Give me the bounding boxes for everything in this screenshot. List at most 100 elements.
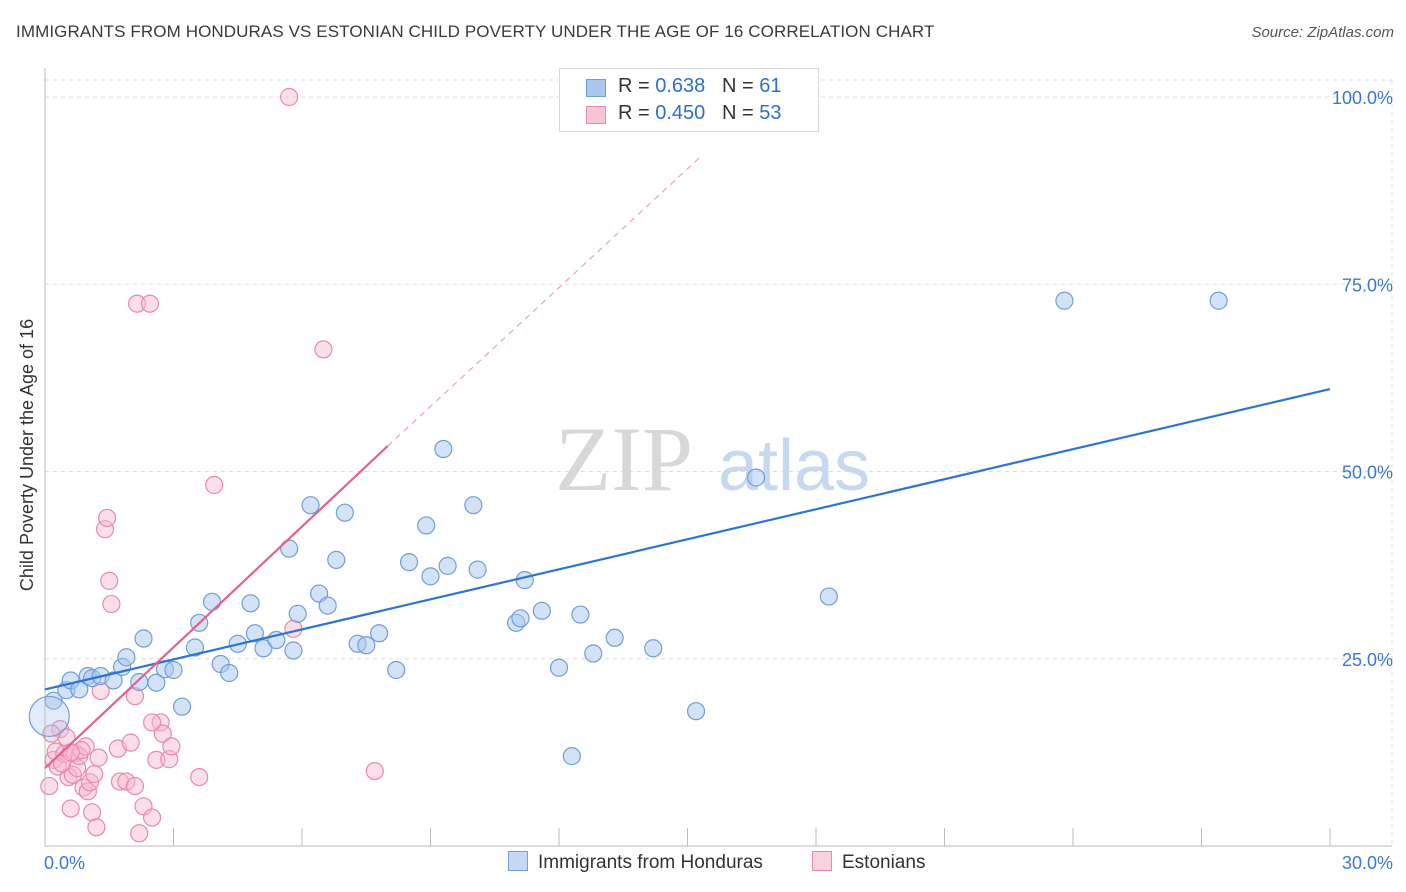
y-tick-label: 100.0% [1332, 88, 1393, 108]
estonians-point [205, 475, 224, 495]
estonians-point [280, 87, 299, 107]
estonians-point [314, 340, 333, 359]
honduras-point [288, 604, 307, 623]
estonians-point [130, 824, 149, 843]
estonians-point [57, 728, 76, 747]
honduras-point [202, 592, 222, 611]
x-tick-label-right: 30.0% [1342, 853, 1393, 873]
honduras-point [434, 439, 453, 459]
honduras-point [584, 644, 603, 663]
honduras-point [335, 503, 354, 522]
y-tick-label: 50.0% [1342, 463, 1393, 483]
honduras-point [464, 496, 483, 515]
legend-swatch-pink [586, 106, 606, 124]
honduras-point [284, 641, 303, 660]
estonians-point [190, 767, 209, 787]
estonians-trend-extension [387, 156, 701, 447]
honduras-point [185, 638, 205, 657]
bottom-legend-label: Immigrants from Honduras [538, 852, 763, 873]
honduras-point [549, 658, 569, 677]
honduras-point [532, 601, 551, 620]
estonians-point [162, 737, 181, 756]
honduras-point [130, 672, 149, 692]
estonians-point [142, 713, 162, 732]
estonians-point [95, 520, 115, 539]
honduras-point [245, 624, 264, 643]
honduras-point [644, 639, 663, 658]
honduras-point [1209, 291, 1228, 310]
legend-n-value: 53 [759, 102, 782, 124]
honduras-point [117, 648, 136, 667]
legend-n-label: N = [721, 75, 760, 97]
legend-n-label: N = [721, 102, 760, 124]
honduras-point [104, 671, 123, 690]
axes [44, 68, 1392, 847]
estonians-trend-line [44, 445, 389, 769]
honduras-point [686, 702, 706, 721]
bottom-legend-estonians: Estonians [812, 851, 925, 874]
estonians-point [80, 773, 100, 792]
watermark: ZIP atlas [555, 408, 870, 510]
estonians-point [98, 508, 117, 528]
honduras-point [438, 556, 457, 575]
honduras-point [28, 695, 70, 738]
honduras-point [819, 587, 838, 606]
honduras-point [511, 609, 530, 628]
estonians-point [72, 741, 91, 760]
y-tick-label: 75.0% [1342, 275, 1393, 295]
legend-r-value: 0.638 [655, 75, 706, 97]
stats-legend: R = 0.638 N = 61 R = 0.450 N = 53 [559, 68, 819, 132]
x-tick-label-left: 0.0% [44, 853, 85, 873]
honduras-point [417, 516, 436, 535]
estonians-point [89, 748, 108, 767]
estonians-point [125, 776, 145, 796]
y-tick-label: 25.0% [1342, 650, 1393, 670]
honduras-point [220, 663, 239, 683]
honduras-point [1055, 291, 1074, 310]
estonians-point [284, 619, 303, 638]
legend-n-value: 61 [759, 75, 782, 97]
bottom-legend-swatch-blue [508, 851, 528, 871]
y-axis-title: Child Poverty Under the Age of 16 [17, 319, 37, 591]
honduras-point [357, 636, 376, 655]
estonians-point [117, 772, 136, 791]
legend-r-value: 0.450 [655, 102, 706, 124]
honduras-point [421, 567, 440, 586]
honduras-point [468, 560, 487, 579]
honduras-point [387, 660, 406, 680]
honduras-point [746, 468, 766, 487]
honduras-point [327, 550, 346, 569]
bottom-legend-swatch-pink [812, 851, 832, 871]
axis-labels: 25.0% 50.0% 75.0% 100.0% 0.0% 30.0% Child Pove… [17, 88, 1393, 873]
honduras-point [147, 673, 166, 692]
estonians-point [40, 776, 59, 796]
bottom-legend-honduras: Immigrants from Honduras [508, 851, 763, 874]
estonians-point [87, 818, 106, 837]
estonians-point [142, 808, 162, 827]
legend-swatch-blue [586, 79, 606, 97]
honduras-point [301, 496, 320, 515]
legend-r-label: R = [618, 75, 656, 97]
bottom-legend-label: Estonians [842, 852, 926, 873]
chart-title: IMMIGRANTS FROM HONDURAS VS ESTONIAN CHI… [16, 22, 935, 41]
estonians-point [61, 799, 80, 818]
honduras-point [399, 553, 419, 572]
estonians-point [110, 772, 130, 791]
honduras-point [241, 594, 260, 613]
honduras-point [254, 639, 273, 658]
honduras-trend-line [44, 388, 1331, 691]
trend-lines [44, 156, 1331, 769]
legend-r-label: R = [618, 102, 656, 124]
estonians-point [100, 571, 119, 590]
honduras-point [164, 660, 183, 680]
estonians-point [83, 803, 102, 822]
honduras-point [370, 624, 389, 643]
estonians-point [127, 294, 147, 313]
honduras-point [571, 605, 590, 624]
honduras-point [134, 629, 153, 648]
estonians-points [40, 87, 384, 843]
source-credit: Source: ZipAtlas.com [1251, 24, 1394, 41]
estonians-point [85, 764, 104, 784]
estonians-point [102, 594, 121, 614]
